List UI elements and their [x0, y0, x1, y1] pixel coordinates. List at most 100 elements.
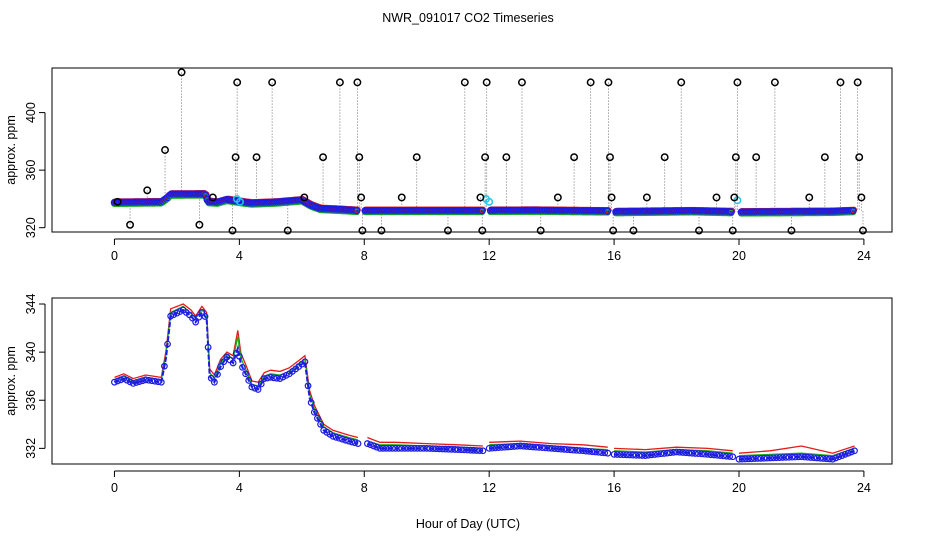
series-marker-blue	[267, 373, 274, 381]
series-marker-blue	[773, 454, 780, 462]
series-marker-blue	[810, 454, 818, 462]
series-marker-blue	[629, 451, 637, 459]
series-marker-blue	[816, 454, 824, 462]
series-marker-blue	[136, 378, 143, 386]
series-marker-blue	[713, 451, 721, 459]
series-marker-blue	[314, 414, 321, 422]
series-marker-blue	[579, 447, 587, 455]
series-marker-blue	[819, 455, 827, 462]
series-marker-blue	[201, 313, 209, 320]
spike-marker	[629, 226, 638, 235]
bottom-x-tick-label: 20	[732, 481, 746, 495]
spike-marker	[481, 153, 490, 162]
spike-marker	[233, 78, 242, 87]
series-marker-blue	[635, 451, 643, 459]
series-line-red	[114, 303, 359, 439]
bottom-x-tick-label: 0	[111, 481, 118, 495]
series-marker-blue	[726, 453, 734, 460]
series-marker-blue	[779, 454, 787, 461]
series-marker-blue	[229, 359, 237, 367]
top-y-tick-label: 360	[24, 160, 38, 181]
series-line-red	[489, 440, 608, 448]
bottom-y-tick-label: 336	[24, 390, 38, 411]
series-marker-blue	[463, 446, 471, 454]
series-marker-blue	[379, 444, 387, 452]
series-marker-blue	[719, 452, 727, 460]
spike-marker	[731, 153, 740, 162]
spike-marker	[855, 153, 864, 162]
series-marker-blue	[601, 449, 609, 457]
baseline-blue-marker	[727, 208, 735, 216]
x-axis-title: Hour of Day (UTC)	[416, 517, 520, 531]
series-marker-blue	[554, 445, 562, 453]
series-marker-blue	[370, 442, 378, 450]
series-marker-blue	[520, 442, 527, 450]
series-marker-blue	[651, 451, 659, 458]
series-marker-blue	[704, 450, 712, 458]
series-marker-blue	[501, 443, 509, 451]
series-marker-blue	[467, 446, 474, 454]
series-marker-blue	[454, 446, 462, 453]
series-line-red	[614, 446, 733, 452]
series-marker-blue	[588, 448, 596, 456]
spike-marker	[283, 226, 292, 235]
spike-marker	[604, 78, 613, 87]
series-marker-blue	[270, 374, 278, 382]
series-marker-blue	[460, 446, 468, 454]
series-marker-blue	[576, 447, 584, 454]
series-marker-blue	[504, 443, 512, 451]
series-marker-blue	[251, 384, 259, 392]
cyan-marker	[236, 197, 244, 206]
series-marker-blue	[557, 445, 565, 453]
series-marker-blue	[479, 447, 487, 455]
series-marker-blue	[535, 444, 543, 451]
series-marker-blue	[585, 447, 593, 455]
series-marker-blue	[129, 380, 137, 387]
series-marker-blue	[826, 455, 833, 463]
series-marker-blue	[348, 438, 356, 446]
series-marker-blue	[673, 448, 680, 456]
series-marker-blue	[426, 445, 434, 452]
series-marker-blue	[832, 454, 840, 462]
spike-marker	[728, 226, 737, 235]
series-marker-blue	[351, 439, 359, 447]
series-marker-blue	[841, 450, 849, 458]
series-marker-blue	[707, 451, 715, 459]
spike-marker	[476, 193, 485, 202]
series-marker-blue	[570, 446, 577, 454]
spike-marker	[143, 186, 152, 195]
spike-marker	[357, 193, 366, 202]
series-marker-blue	[566, 446, 574, 454]
series-marker-blue	[248, 383, 256, 391]
series-marker-blue	[507, 443, 515, 451]
bottom-x-axis: 0 4 8 12 16 20 24	[111, 470, 871, 495]
series-marker-blue	[242, 370, 250, 378]
series-marker-blue	[691, 450, 699, 457]
series-marker-blue	[111, 378, 118, 386]
series-marker-blue	[273, 374, 281, 382]
series-marker-blue	[495, 444, 502, 452]
series-marker-blue	[420, 444, 427, 452]
bottom-x-tick-label: 24	[857, 481, 871, 495]
series-marker-blue	[317, 420, 324, 428]
top-x-tick-label: 4	[236, 249, 243, 263]
series-marker-blue	[595, 448, 602, 456]
series-marker-blue	[698, 450, 705, 458]
series-marker-blue	[729, 453, 737, 461]
baseline-blue-marker	[478, 206, 486, 215]
spike-marker	[335, 78, 344, 87]
series-marker-blue	[598, 449, 605, 456]
baseline-blue-marker	[352, 206, 361, 215]
series-marker-blue	[813, 454, 821, 462]
spike-marker	[355, 153, 364, 162]
bottom-x-tick-label: 4	[236, 481, 243, 495]
series-marker-blue	[204, 343, 212, 351]
series-marker-blue	[663, 449, 671, 457]
spike-marker	[536, 226, 545, 235]
spike-marker	[787, 226, 796, 235]
series-marker-blue	[354, 440, 362, 447]
series-marker-blue	[307, 399, 315, 407]
series-marker-blue	[782, 453, 790, 461]
series-marker-blue	[688, 449, 696, 457]
